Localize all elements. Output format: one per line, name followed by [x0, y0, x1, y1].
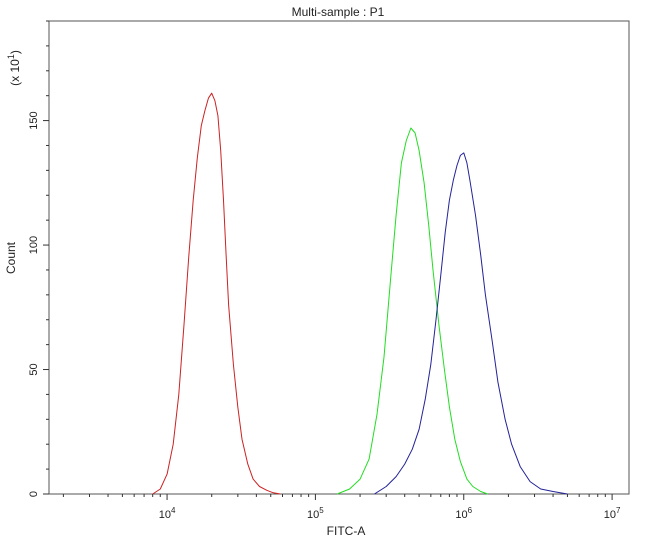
- y-tick-label: 150: [28, 111, 40, 129]
- series-layer: [152, 92, 568, 495]
- x-tick-base: 10: [455, 509, 467, 521]
- x-axis: 104 105 106 107: [62, 494, 621, 521]
- x-tick-label: 106: [455, 506, 472, 521]
- y-axis-label: Count: [4, 241, 18, 274]
- x-tick-exponent: 6: [468, 506, 473, 515]
- x-tick-label: 104: [159, 506, 176, 521]
- plot-frame: [48, 20, 630, 495]
- chart-title: Multi-sample : P1: [292, 5, 385, 19]
- y-multiplier-exponent: 1: [6, 54, 16, 59]
- y-tick-label: 50: [28, 363, 40, 375]
- x-tick-exponent: 7: [616, 506, 621, 515]
- y-tick-label: 0: [28, 491, 40, 497]
- x-tick-base: 10: [307, 509, 319, 521]
- x-axis-label: FITC-A: [327, 524, 366, 538]
- x-tick-exponent: 5: [319, 506, 324, 515]
- x-tick-base: 10: [604, 509, 616, 521]
- y-multiplier-prefix: (x 10: [8, 59, 22, 86]
- x-tick-base: 10: [159, 509, 171, 521]
- histogram-series-3: [374, 152, 568, 495]
- y-axis-multiplier: (x 101): [6, 50, 22, 86]
- y-tick-label: 100: [28, 236, 40, 254]
- histogram-series-2: [336, 127, 488, 495]
- plot-border: [48, 20, 630, 495]
- y-multiplier-close: ): [8, 50, 22, 54]
- x-tick-exponent: 4: [171, 506, 176, 515]
- y-axis: 0 50 100 150: [28, 20, 49, 497]
- x-tick-label: 107: [604, 506, 621, 521]
- x-tick-label: 105: [307, 506, 324, 521]
- histogram-series-1: [152, 92, 281, 495]
